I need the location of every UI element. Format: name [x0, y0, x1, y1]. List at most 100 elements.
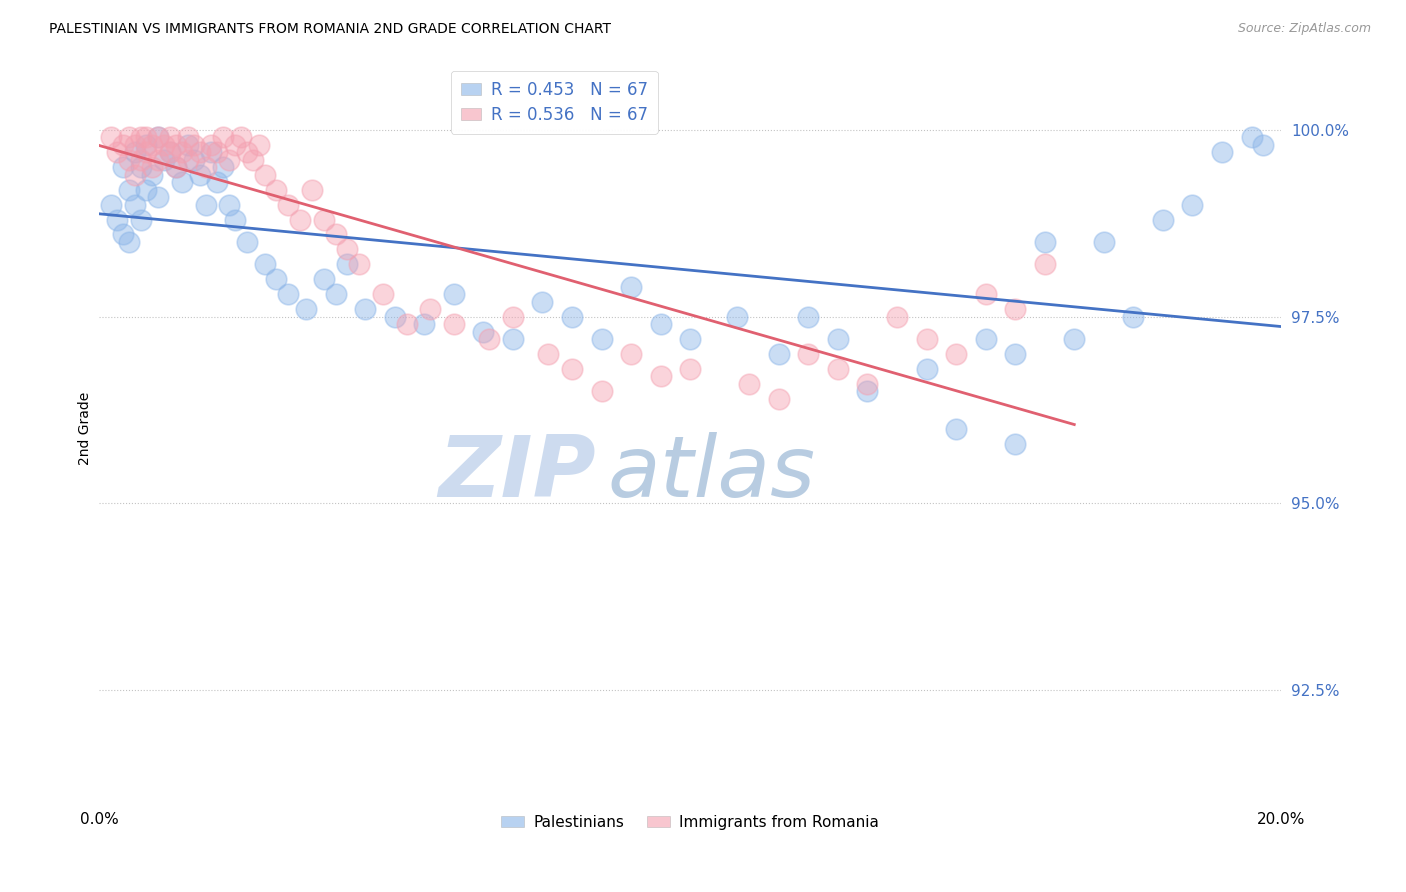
Point — [502, 310, 524, 324]
Point — [135, 137, 157, 152]
Point — [148, 130, 170, 145]
Point — [312, 212, 335, 227]
Point — [1063, 332, 1085, 346]
Point — [502, 332, 524, 346]
Point — [124, 197, 146, 211]
Text: ZIP: ZIP — [439, 432, 596, 515]
Point — [111, 227, 134, 242]
Point — [371, 287, 394, 301]
Point — [295, 302, 318, 317]
Text: Source: ZipAtlas.com: Source: ZipAtlas.com — [1237, 22, 1371, 36]
Point — [1004, 347, 1026, 361]
Point — [266, 183, 288, 197]
Point — [148, 130, 170, 145]
Point — [224, 212, 246, 227]
Point — [141, 137, 163, 152]
Point — [679, 362, 702, 376]
Point — [129, 160, 152, 174]
Point — [118, 130, 141, 145]
Point — [325, 287, 347, 301]
Point — [194, 197, 217, 211]
Point — [620, 347, 643, 361]
Point — [336, 257, 359, 271]
Point — [218, 153, 240, 167]
Point — [224, 137, 246, 152]
Point — [183, 137, 205, 152]
Point — [620, 279, 643, 293]
Point — [856, 376, 879, 391]
Point — [124, 137, 146, 152]
Point — [135, 183, 157, 197]
Point — [419, 302, 441, 317]
Point — [105, 212, 128, 227]
Point — [1004, 436, 1026, 450]
Point — [242, 153, 264, 167]
Point — [856, 384, 879, 399]
Point — [886, 310, 908, 324]
Point — [170, 175, 193, 189]
Y-axis label: 2nd Grade: 2nd Grade — [79, 392, 93, 466]
Point — [312, 272, 335, 286]
Point — [159, 145, 181, 160]
Point — [159, 130, 181, 145]
Point — [124, 168, 146, 182]
Legend: Palestinians, Immigrants from Romania: Palestinians, Immigrants from Romania — [495, 808, 886, 836]
Point — [207, 145, 229, 160]
Point — [945, 347, 967, 361]
Point — [915, 332, 938, 346]
Point — [118, 183, 141, 197]
Point — [170, 145, 193, 160]
Point — [159, 145, 181, 160]
Point — [177, 137, 200, 152]
Point — [679, 332, 702, 346]
Point — [212, 130, 235, 145]
Point — [200, 137, 222, 152]
Point — [650, 369, 672, 384]
Point — [177, 153, 200, 167]
Point — [188, 168, 211, 182]
Point — [194, 160, 217, 174]
Point — [111, 137, 134, 152]
Point — [129, 130, 152, 145]
Point — [177, 130, 200, 145]
Point — [100, 130, 122, 145]
Point — [561, 362, 583, 376]
Point — [650, 317, 672, 331]
Point — [277, 287, 299, 301]
Point — [974, 287, 997, 301]
Point — [797, 347, 820, 361]
Point — [135, 145, 157, 160]
Point — [1092, 235, 1115, 249]
Point — [188, 145, 211, 160]
Point — [945, 422, 967, 436]
Point — [974, 332, 997, 346]
Point — [111, 160, 134, 174]
Point — [266, 272, 288, 286]
Point — [472, 325, 495, 339]
Point — [129, 153, 152, 167]
Point — [1033, 235, 1056, 249]
Point — [148, 153, 170, 167]
Point — [537, 347, 560, 361]
Point — [443, 317, 465, 331]
Point — [212, 160, 235, 174]
Point — [797, 310, 820, 324]
Point — [141, 160, 163, 174]
Point — [124, 145, 146, 160]
Point — [1253, 137, 1275, 152]
Point — [236, 235, 259, 249]
Point — [827, 332, 849, 346]
Point — [1152, 212, 1174, 227]
Point — [153, 153, 176, 167]
Point — [200, 145, 222, 160]
Point — [301, 183, 323, 197]
Point — [413, 317, 436, 331]
Point — [153, 137, 176, 152]
Point — [395, 317, 418, 331]
Point — [915, 362, 938, 376]
Point — [236, 145, 259, 160]
Point — [253, 168, 276, 182]
Point — [183, 153, 205, 167]
Point — [129, 212, 152, 227]
Point — [531, 294, 554, 309]
